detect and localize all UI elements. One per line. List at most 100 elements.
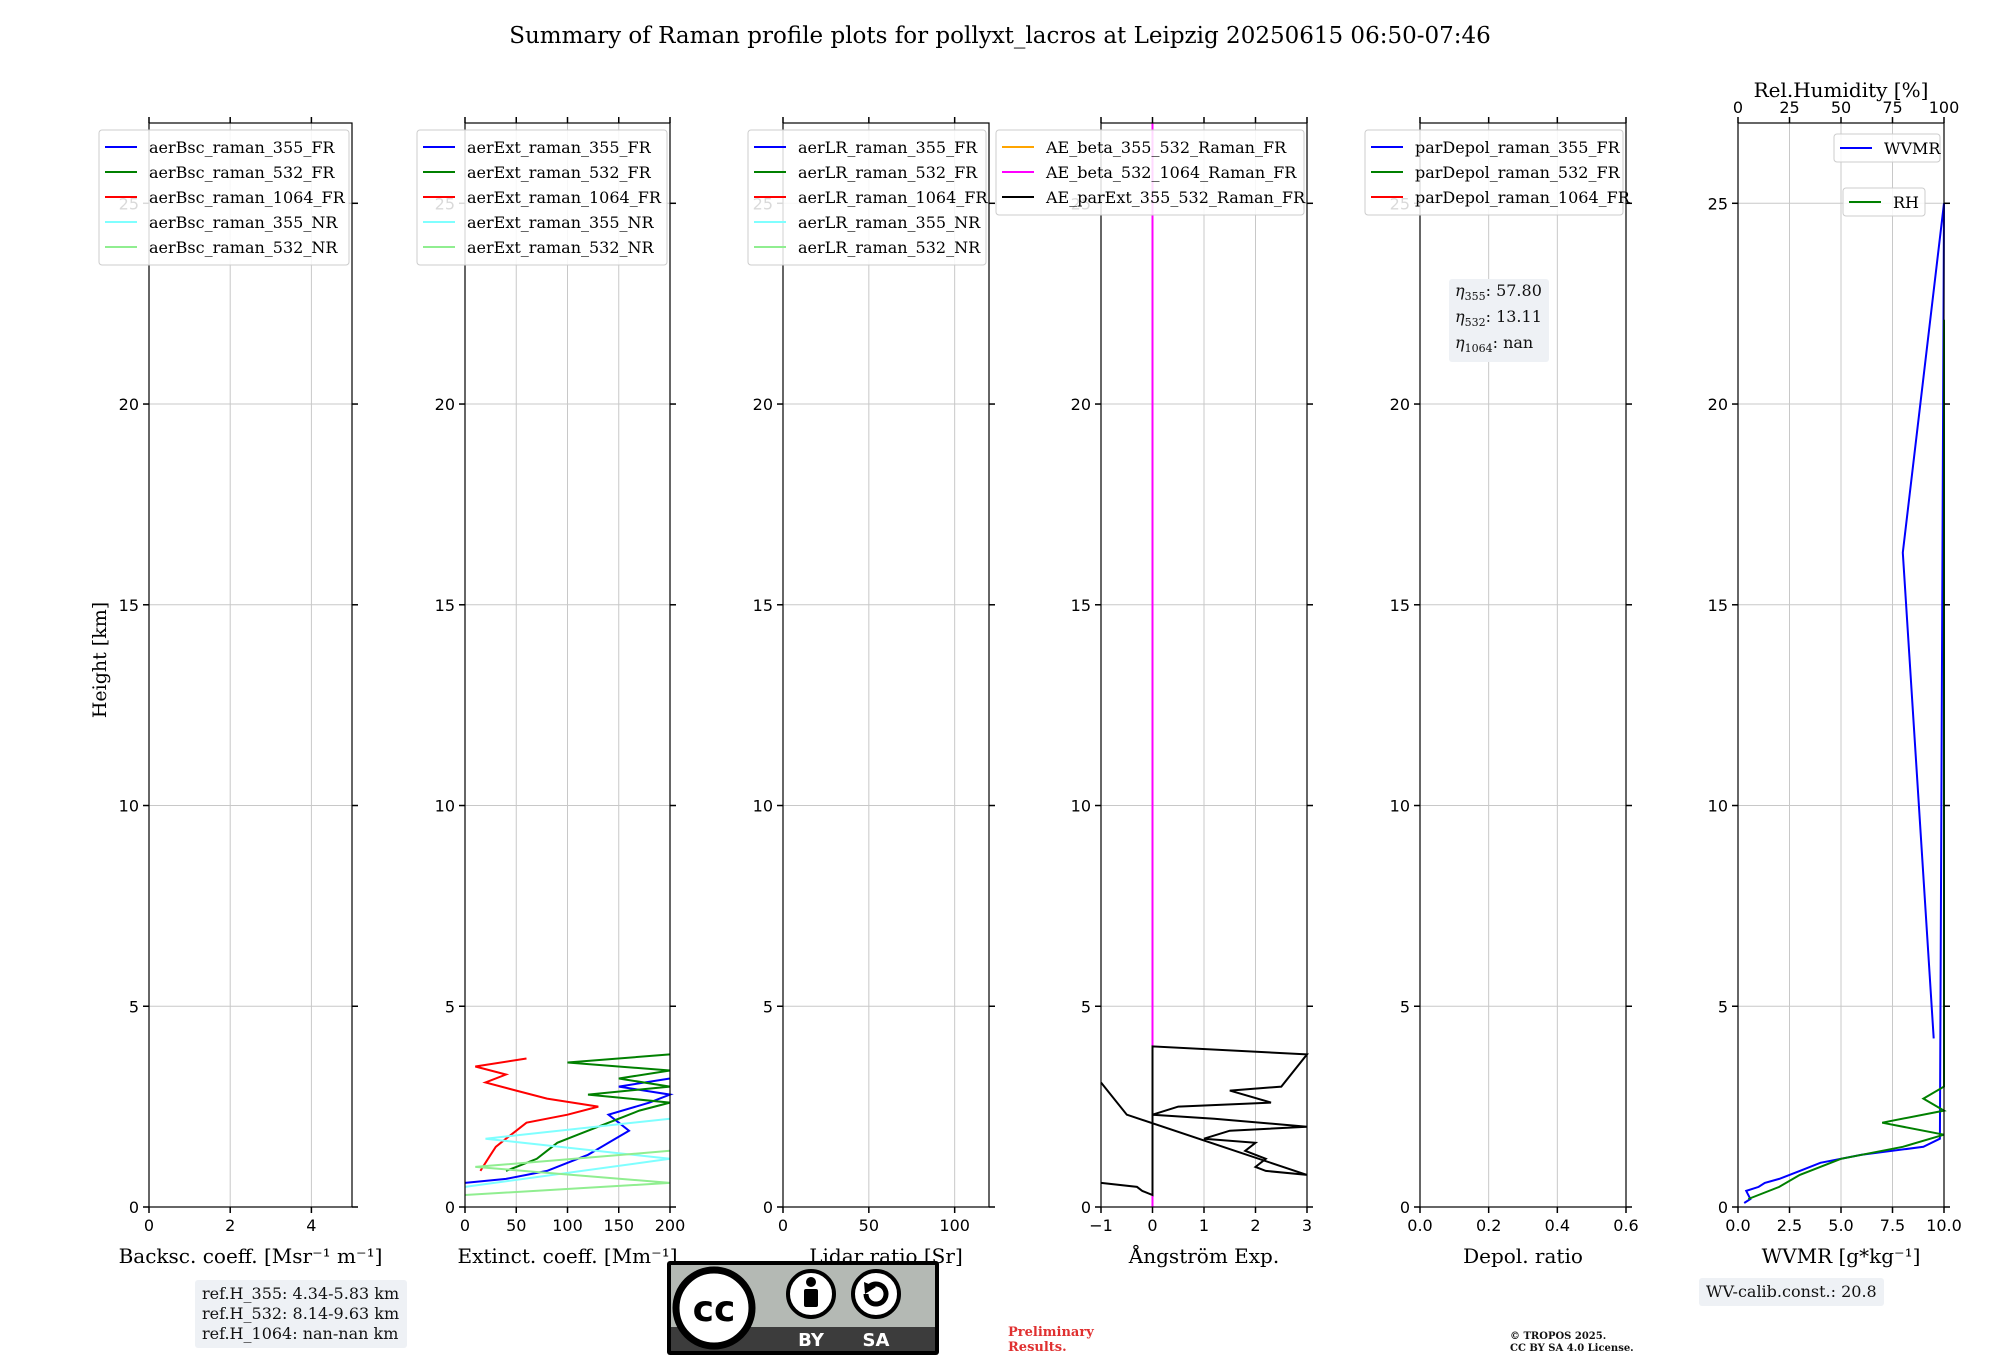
legend-box bbox=[416, 129, 668, 266]
legend-label-AE_beta_532_1064_Raman_FR: AE_beta_532_1064_Raman_FR bbox=[1045, 163, 1297, 182]
preliminary-line-2: Results. bbox=[1008, 1340, 1067, 1355]
x-tick-label: 7.5 bbox=[1880, 1216, 1905, 1235]
x-tick-label: 0.4 bbox=[1545, 1216, 1570, 1235]
y-tick-label: 20 bbox=[753, 395, 773, 414]
x-tick-label: 0 bbox=[460, 1216, 470, 1235]
x-tick-label: 0 bbox=[778, 1216, 788, 1235]
legend-label-aerExt_raman_355_NR: aerExt_raman_355_NR bbox=[467, 213, 655, 232]
y-tick-label: 0 bbox=[1718, 1198, 1728, 1217]
legend-label-aerBsc_raman_532_NR: aerBsc_raman_532_NR bbox=[149, 238, 338, 257]
cc-circle-icon bbox=[672, 1266, 756, 1350]
legend-label-aerLR_raman_532_FR: aerLR_raman_532_FR bbox=[798, 163, 978, 182]
legend-box bbox=[1364, 129, 1624, 216]
sa-label: SA bbox=[863, 1330, 890, 1351]
legend-label-WVMR: WVMR bbox=[1884, 139, 1941, 158]
series-line-aerExt_raman_355_NR bbox=[464, 1117, 671, 1188]
x-tick-label: 0 bbox=[1147, 1216, 1157, 1235]
cc-by-sa-logo: cc BY SA bbox=[667, 1261, 939, 1355]
by-label: BY bbox=[798, 1330, 825, 1351]
legend-label-parDepol_raman_1064_FR: parDepol_raman_1064_FR bbox=[1415, 188, 1631, 207]
x-tick-label: 1 bbox=[1199, 1216, 1209, 1235]
y-tick-label: 25 bbox=[1708, 194, 1728, 213]
panels-group: 0240510152025Backsc. coeff. [Msr⁻¹ m⁻¹]a… bbox=[98, 78, 1962, 1268]
y-tick-label: 20 bbox=[435, 395, 455, 414]
y-tick-label: 10 bbox=[1071, 797, 1091, 816]
legend-label-aerLR_raman_532_NR: aerLR_raman_532_NR bbox=[798, 238, 981, 257]
legend-box bbox=[98, 129, 350, 266]
panel-lidar_ratio: 0501000510152025Lidar ratio [Sr]aerLR_ra… bbox=[747, 117, 995, 1268]
x2-tick-label: 50 bbox=[1831, 98, 1851, 117]
legend-label-AE_parExt_355_532_Raman_FR: AE_parExt_355_532_Raman_FR bbox=[1045, 188, 1306, 207]
wv-calib-box: WV-calib.const.: 20.8 bbox=[1699, 1278, 1884, 1306]
y-tick-label: 10 bbox=[119, 797, 139, 816]
legend-label-aerExt_raman_1064_FR: aerExt_raman_1064_FR bbox=[467, 188, 662, 207]
axes-frame bbox=[148, 122, 353, 1208]
y-tick-label: 10 bbox=[753, 797, 773, 816]
ref-height-355: ref.H_355: 4.34-5.83 km bbox=[202, 1284, 400, 1303]
series-line-aerExt_raman_532_FR bbox=[505, 1053, 671, 1172]
x-tick-label: 50 bbox=[859, 1216, 879, 1235]
legend-box-RH bbox=[1842, 187, 1926, 217]
panel-angstrom: −101230510152025Ångström Exp.AE_beta_355… bbox=[995, 117, 1313, 1268]
x-tick-label: 10.0 bbox=[1926, 1216, 1962, 1235]
x-tick-label: 2.5 bbox=[1777, 1216, 1802, 1235]
legend-box-WVMR bbox=[1833, 133, 1941, 163]
y-tick-label: 20 bbox=[1071, 395, 1091, 414]
x-tick-label: 2 bbox=[225, 1216, 235, 1235]
y-tick-label: 15 bbox=[1708, 596, 1728, 615]
eta-box: η355: 57.80 η532: 13.11 η1064: nan bbox=[1449, 279, 1549, 362]
series-line-aerExt_raman_1064_FR bbox=[475, 1057, 599, 1172]
eta-1064: η1064: nan bbox=[1455, 333, 1534, 356]
ref-height-1064: ref.H_1064: nan-nan km bbox=[202, 1324, 399, 1343]
eta-355: η355: 57.80 bbox=[1455, 281, 1542, 304]
legend-box bbox=[747, 129, 987, 266]
x-tick-label: 150 bbox=[603, 1216, 634, 1235]
y-tick-label: 0 bbox=[1400, 1198, 1410, 1217]
legend-label-RH: RH bbox=[1893, 193, 1919, 212]
y-tick-label: 0 bbox=[763, 1198, 773, 1217]
series-line-WVMR bbox=[1743, 203, 1945, 1204]
axes-frame bbox=[1419, 122, 1627, 1208]
legend-label-parDepol_raman_532_FR: parDepol_raman_532_FR bbox=[1415, 163, 1621, 182]
legend-label-AE_beta_355_532_Raman_FR: AE_beta_355_532_Raman_FR bbox=[1045, 138, 1287, 157]
series-line-AE_parExt_355_532_Raman_FR bbox=[1100, 1045, 1309, 1197]
y-tick-label: 15 bbox=[1071, 596, 1091, 615]
y-tick-label: 20 bbox=[1390, 395, 1410, 414]
legend-label-aerBsc_raman_1064_FR: aerBsc_raman_1064_FR bbox=[149, 188, 346, 207]
x-axis-label: Extinct. coeff. [Mm⁻¹] bbox=[457, 1244, 677, 1268]
series-line-aerExt_raman_532_NR bbox=[464, 1149, 671, 1196]
y-tick-label: 5 bbox=[763, 997, 773, 1016]
y-tick-label: 10 bbox=[1390, 797, 1410, 816]
legend-box bbox=[995, 129, 1305, 216]
y-tick-label: 5 bbox=[445, 997, 455, 1016]
y-tick-label: 15 bbox=[435, 596, 455, 615]
x2-tick-label: 75 bbox=[1882, 98, 1902, 117]
eta-532: η532: 13.11 bbox=[1455, 307, 1542, 330]
legend-label-parDepol_raman_355_FR: parDepol_raman_355_FR bbox=[1415, 138, 1621, 157]
y-tick-label: 15 bbox=[119, 596, 139, 615]
x-tick-label: 0.0 bbox=[1407, 1216, 1432, 1235]
x-tick-label: −1 bbox=[1089, 1216, 1113, 1235]
x2-tick-label: 100 bbox=[1929, 98, 1960, 117]
copyright-line-2: CC BY SA 4.0 License. bbox=[1510, 1343, 1634, 1354]
x-tick-label: 50 bbox=[506, 1216, 526, 1235]
legend-label-aerLR_raman_355_NR: aerLR_raman_355_NR bbox=[798, 213, 981, 232]
axes-frame bbox=[782, 122, 990, 1208]
y-tick-label: 5 bbox=[1400, 997, 1410, 1016]
x-axis-label: Backsc. coeff. [Msr⁻¹ m⁻¹] bbox=[119, 1244, 383, 1268]
share-alike-icon bbox=[851, 1269, 901, 1319]
legend-label-aerLR_raman_1064_FR: aerLR_raman_1064_FR bbox=[798, 188, 988, 207]
preliminary-line-1: Preliminary bbox=[1008, 1325, 1094, 1340]
y-tick-label: 0 bbox=[129, 1198, 139, 1217]
x-axis-label: Depol. ratio bbox=[1463, 1244, 1583, 1268]
legend-label-aerExt_raman_532_NR: aerExt_raman_532_NR bbox=[467, 238, 655, 257]
preliminary-results-note: Preliminary Results. bbox=[1008, 1325, 1094, 1355]
x-tick-label: 0.0 bbox=[1725, 1216, 1750, 1235]
x-tick-label: 100 bbox=[939, 1216, 970, 1235]
x-axis-label: WVMR [g*kg⁻¹] bbox=[1762, 1244, 1921, 1268]
x-tick-label: 0 bbox=[144, 1216, 154, 1235]
y-tick-label: 0 bbox=[445, 1198, 455, 1217]
figure-title: Summary of Raman profile plots for polly… bbox=[509, 23, 1491, 49]
wv-calib-text: WV-calib.const.: 20.8 bbox=[1706, 1282, 1877, 1301]
